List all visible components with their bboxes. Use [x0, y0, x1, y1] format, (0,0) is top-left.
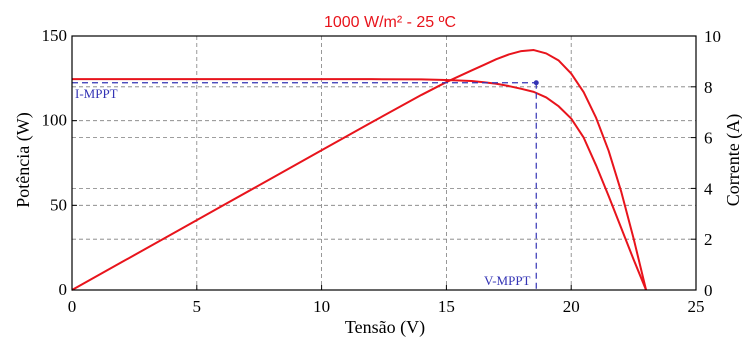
y-right-tick-label: 10 [704, 27, 721, 46]
mpp-point [533, 80, 539, 86]
y-left-tick-label: 50 [50, 195, 67, 214]
x-tick-label: 15 [438, 297, 455, 316]
grid-layer [72, 36, 696, 290]
x-tick-label: 5 [193, 297, 202, 316]
y-right-tick-label: 6 [704, 129, 713, 148]
x-tick-label: 25 [688, 297, 705, 316]
v-mppt-label: V-MPPT [484, 273, 531, 288]
x-tick-label: 0 [68, 297, 77, 316]
x-tick-label: 10 [313, 297, 330, 316]
chart-title: 1000 W/m² - 25 ºC [324, 14, 456, 31]
plot-frame [71, 35, 697, 291]
y-axis-right-label: Corrente (A) [723, 114, 742, 206]
y-axis-left-label: Potência (W) [13, 112, 34, 207]
current-voltage-curve [72, 78, 648, 291]
y-right-tick-label: 2 [704, 230, 713, 249]
x-tick-label: 20 [563, 297, 580, 316]
y-left-tick-label: 0 [59, 280, 68, 299]
x-axis-label: Tensão (V) [345, 317, 425, 338]
curve-layer [71, 49, 648, 291]
y-right-tick-label: 8 [704, 78, 713, 97]
y-left-tick-label: 100 [42, 111, 68, 130]
power-voltage-curve [71, 49, 648, 291]
y-right-tick-label: 4 [704, 179, 713, 198]
mpp-marker-layer [72, 80, 539, 290]
i-mppt-label: I-MPPT [75, 86, 118, 101]
y-right-tick-label: 0 [704, 281, 713, 300]
y-left-tick-label: 150 [42, 26, 68, 45]
